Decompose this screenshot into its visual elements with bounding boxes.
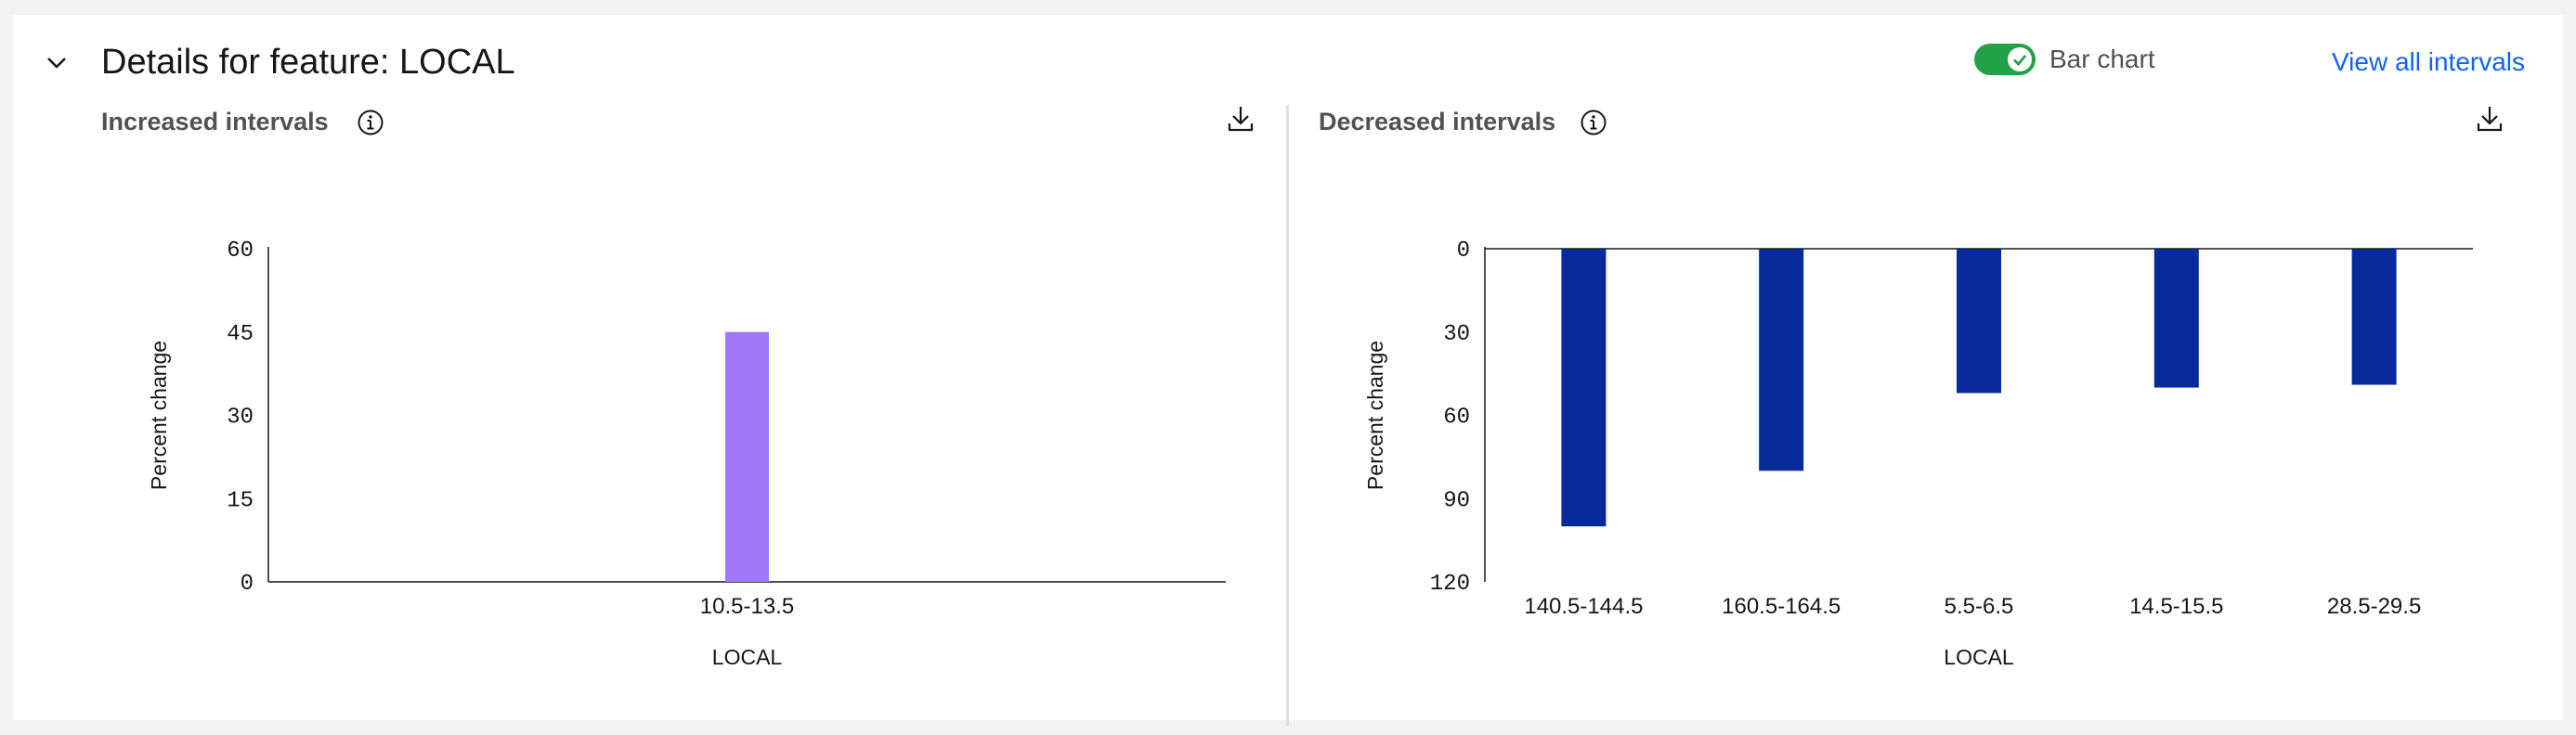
- info-icon[interactable]: [1580, 109, 1607, 136]
- view-all-intervals-link[interactable]: View all intervals: [2332, 47, 2526, 76]
- increased-intervals-title: Increased intervals: [101, 108, 329, 135]
- y-axis-title: Percent change: [147, 341, 171, 490]
- bar: [2153, 249, 2199, 388]
- checkmark-icon: [2013, 55, 2027, 67]
- x-axis-title: LOCAL: [712, 645, 783, 669]
- x-tick-label: 5.5-6.5: [1945, 594, 2014, 619]
- y-tick-label: 0: [241, 572, 254, 597]
- download-icon[interactable]: [1226, 104, 1255, 134]
- toggle-knob: [2008, 47, 2032, 71]
- y-tick-label: 30: [227, 406, 254, 431]
- y-tick-label: 90: [1443, 488, 1470, 513]
- y-tick-label: 30: [1443, 322, 1470, 347]
- bar: [725, 331, 769, 582]
- toggle-label: Bar chart: [2049, 45, 2155, 73]
- decreased-intervals-title: Decreased intervals: [1319, 108, 1556, 135]
- y-tick-label: 15: [227, 488, 254, 513]
- download-icon[interactable]: [2475, 104, 2504, 134]
- y-axis-title: Percent change: [1363, 341, 1387, 490]
- y-tick-label: 120: [1430, 572, 1470, 597]
- y-tick-label: 60: [227, 239, 254, 264]
- bar: [1957, 249, 2001, 393]
- bar: [1759, 249, 1804, 471]
- bar: [1561, 249, 1607, 527]
- x-axis-title: LOCAL: [1944, 645, 2014, 669]
- y-tick-label: 60: [1443, 406, 1470, 431]
- x-tick-label: 28.5-29.5: [2327, 594, 2421, 619]
- x-tick-label: 14.5-15.5: [2129, 594, 2223, 619]
- x-tick-label: 10.5-13.5: [700, 594, 794, 619]
- bar-chart-toggle[interactable]: [1974, 44, 2036, 75]
- chevron-down-icon[interactable]: [43, 48, 71, 76]
- y-tick-label: 0: [1457, 239, 1470, 264]
- x-tick-label: 160.5-164.5: [1722, 594, 1841, 619]
- info-icon[interactable]: [357, 109, 384, 136]
- x-tick-label: 140.5-144.5: [1524, 594, 1643, 619]
- panel-divider: [1286, 105, 1289, 727]
- bar: [2351, 249, 2397, 385]
- page-title: Details for feature: LOCAL: [101, 43, 515, 82]
- y-tick-label: 45: [227, 322, 254, 347]
